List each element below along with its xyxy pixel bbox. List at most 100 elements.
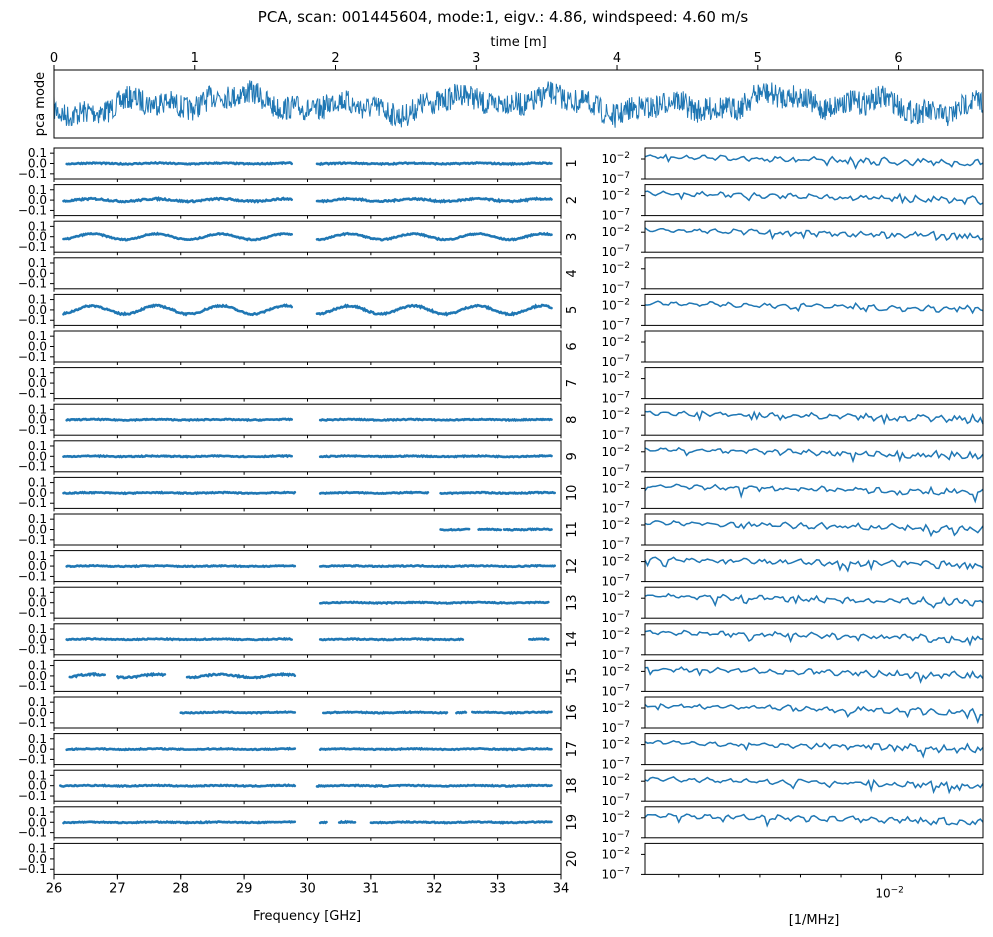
frequency-tick-label: 28 — [172, 881, 189, 896]
power-spectrum-line — [644, 153, 984, 170]
spectrum-panel-14: 10−2 10−7 — [601, 623, 984, 662]
feed-data-segment — [62, 231, 294, 242]
tick-exponent: −7 — [617, 427, 630, 437]
spectrum-y-tick-label: 10−2 — [601, 700, 630, 715]
feed-panel-18: 0.10.0−0.1 18 — [18, 768, 580, 805]
feed-y-tick-label: 0.0 — [28, 523, 47, 537]
feed-number-label: 12 — [565, 558, 580, 575]
spectrum-panel-frame — [644, 440, 984, 473]
spectrum-panel-10: 10−2 10−7 — [601, 476, 984, 515]
feed-y-tick-label: −0.1 — [18, 679, 47, 693]
tick-exponent: −7 — [617, 830, 630, 840]
feed-panel-5: 0.10.0−0.1 5 — [18, 293, 580, 329]
feed-data-segment — [62, 196, 294, 204]
feed-data-segment — [58, 783, 297, 789]
feed-data-segment — [185, 671, 297, 680]
time-series-line — [53, 80, 984, 128]
spectrum-panel-frame — [644, 147, 984, 180]
tick-exponent: −2 — [617, 810, 630, 820]
feed-y-tick-label: 0.0 — [28, 303, 47, 317]
power-spectrum-line — [644, 190, 984, 206]
feed-data-segment — [65, 746, 297, 752]
feed-number-label: 20 — [565, 851, 580, 868]
feed-y-tick-label: 0.0 — [28, 742, 47, 756]
tick-exponent: −7 — [617, 793, 630, 803]
feed-panel-15: 0.10.0−0.1 15 — [18, 659, 580, 695]
tick-exponent: −7 — [617, 683, 630, 693]
feed-y-tick-label: 0.0 — [28, 852, 47, 866]
spectrum-panel-5: 10−2 10−7 — [601, 293, 984, 332]
frequency-tick-label: 34 — [553, 881, 570, 896]
feed-panel-7: 0.10.0−0.1 7 — [18, 366, 580, 402]
feed-number-label: 5 — [565, 306, 580, 314]
feed-y-tick-label: 0.1 — [28, 256, 47, 270]
feed-data-segment — [318, 453, 553, 459]
feed-y-tick-label: 0.1 — [28, 329, 47, 343]
feed-y-tick-label: 0.0 — [28, 376, 47, 390]
frequency-tick-label: 32 — [426, 881, 443, 896]
spectrum-panel-frame — [644, 769, 984, 802]
tick-exponent: −7 — [617, 537, 630, 547]
feed-y-tick-label: −0.1 — [18, 350, 47, 364]
tick-exponent: −7 — [617, 866, 630, 876]
spectrum-panel-4: 10−2 10−7 — [601, 257, 984, 296]
spectrum-y-tick-label: 10−2 — [601, 663, 630, 678]
feed-data-segment — [315, 160, 553, 167]
feed-y-tick-label: 0.0 — [28, 596, 47, 610]
tick-exponent: −2 — [617, 151, 630, 161]
feed-y-tick-label: 0.0 — [28, 706, 47, 720]
feed-y-tick-label: 0.1 — [28, 293, 47, 307]
feed-number-label: 6 — [565, 342, 580, 350]
tick-exponent: −2 — [617, 334, 630, 344]
feed-y-tick-label: −0.1 — [18, 240, 47, 254]
feed-data-segment — [318, 746, 553, 752]
spectrum-panel-frame — [644, 403, 984, 436]
time-tick-label: 0 — [50, 51, 58, 66]
power-spectrum-line — [645, 300, 984, 315]
spectrum-y-tick-label: 10−7 — [601, 171, 630, 186]
frequency-axis-label: Frequency [GHz] — [253, 909, 361, 924]
feed-data-segment — [470, 710, 553, 715]
feed-y-tick-label: −0.1 — [18, 606, 47, 620]
feed-data-segment — [179, 710, 297, 715]
feed-y-tick-label: 0.1 — [28, 659, 47, 673]
power-spectrum-line — [644, 592, 984, 609]
feed-data-segment — [455, 710, 468, 715]
tick-exponent: −2 — [617, 407, 630, 417]
spectrum-panel-frame — [644, 623, 984, 656]
feed-y-tick-label: 0.1 — [28, 585, 47, 599]
spectrum-panel-2: 10−2 10−7 — [601, 184, 984, 223]
feed-y-tick-label: 0.1 — [28, 219, 47, 233]
spectrum-y-tick-label: 10−7 — [601, 793, 630, 808]
feed-y-tick-label: 0.0 — [28, 486, 47, 500]
time-series-panel: 0 1 2 3 4 5 6 time [m] pca mode — [33, 35, 984, 139]
spectrum-y-tick-label: 10−2 — [601, 371, 630, 386]
spectrum-y-tick-label: 10−7 — [601, 427, 630, 442]
time-tick-label: 6 — [894, 51, 902, 66]
feed-number-label: 8 — [565, 416, 580, 424]
power-spectrum-line — [644, 483, 984, 504]
spectrum-panel-frame — [644, 330, 984, 363]
feed-data-segment — [315, 231, 553, 242]
feed-data-segment — [337, 819, 357, 825]
feed-y-tick-label: 0.1 — [28, 549, 47, 563]
feed-number-label: 18 — [565, 777, 580, 794]
feed-number-label: 17 — [565, 741, 580, 758]
tick-exponent: −7 — [617, 464, 630, 474]
feed-panel-19: 0.10.0−0.1 19 — [18, 805, 580, 841]
tick-exponent: −7 — [617, 208, 630, 218]
power-spectrum-line — [644, 556, 984, 573]
feed-data-segment — [318, 563, 557, 569]
feed-data-segment — [315, 783, 553, 788]
spectrum-y-tick-label: 10−7 — [601, 610, 630, 625]
spectrum-panel-frame — [644, 806, 984, 839]
feed-data-segment — [369, 820, 553, 825]
feed-data-segment — [318, 600, 550, 606]
tick-exponent: −2 — [617, 517, 630, 527]
feed-y-tick-label: −0.1 — [18, 752, 47, 766]
spectrum-y-tick-label: 10−7 — [601, 537, 630, 552]
spectrum-y-tick-label: 10−7 — [601, 830, 630, 845]
feed-number-label: 13 — [565, 594, 580, 611]
spectrum-y-tick-label: 10−7 — [601, 757, 630, 772]
power-spectrum-panels: 10−210−710−210−710−210−710−210−710−210−7… — [601, 147, 984, 900]
